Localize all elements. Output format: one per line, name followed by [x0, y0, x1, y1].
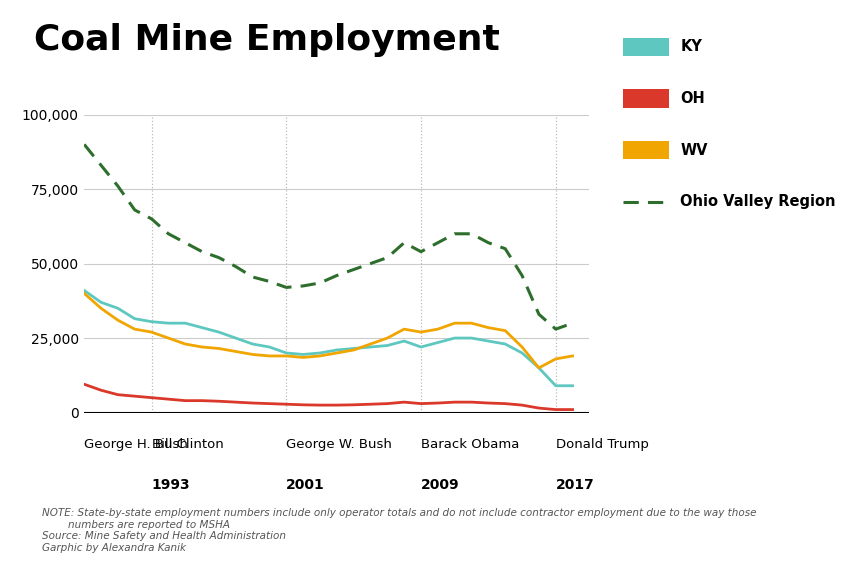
Text: 2001: 2001: [286, 478, 325, 492]
Text: Barack Obama: Barack Obama: [421, 438, 520, 452]
Text: Ohio Valley Region: Ohio Valley Region: [680, 194, 836, 209]
Text: 2017: 2017: [556, 478, 594, 492]
Text: 1993: 1993: [152, 478, 190, 492]
Text: George W. Bush: George W. Bush: [286, 438, 392, 452]
Text: WV: WV: [680, 143, 708, 158]
Text: Bill Clinton: Bill Clinton: [152, 438, 223, 452]
Text: 2009: 2009: [421, 478, 460, 492]
Text: OH: OH: [680, 91, 705, 106]
Text: Coal Mine Employment: Coal Mine Employment: [34, 23, 499, 57]
Text: Donald Trump: Donald Trump: [556, 438, 648, 452]
Text: KY: KY: [680, 40, 702, 54]
Text: George H. Bush: George H. Bush: [84, 438, 188, 452]
Text: NOTE: State-by-state employment numbers include only operator totals and do not : NOTE: State-by-state employment numbers …: [42, 508, 757, 553]
